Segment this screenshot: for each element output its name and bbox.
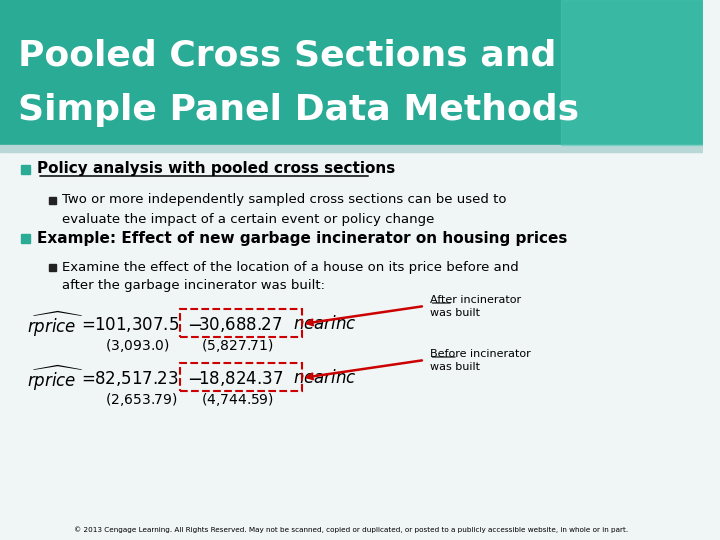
Text: $nearinc$: $nearinc$	[293, 369, 356, 387]
Text: $(3{,}093.0)$: $(3{,}093.0)$	[105, 338, 170, 354]
Text: © 2013 Cengage Learning. All Rights Reserved. May not be scanned, copied or dupl: © 2013 Cengage Learning. All Rights Rese…	[74, 526, 629, 533]
Text: $=$: $=$	[78, 369, 96, 387]
Text: $nearinc$: $nearinc$	[293, 315, 356, 333]
Text: $=$: $=$	[78, 315, 96, 333]
Bar	[49, 264, 55, 271]
Text: $-$: $-$	[187, 315, 202, 333]
Text: evaluate the impact of a certain event or policy change: evaluate the impact of a certain event o…	[63, 213, 435, 226]
Text: $(5{,}827.71)$: $(5{,}827.71)$	[201, 338, 274, 354]
Text: Example: Effect of new garbage incinerator on housing prices: Example: Effect of new garbage incinerat…	[37, 231, 567, 246]
Text: $18{,}824.37$: $18{,}824.37$	[198, 368, 284, 388]
Text: Simple Panel Data Methods: Simple Panel Data Methods	[17, 93, 579, 127]
Text: $(2{,}653.79)$: $(2{,}653.79)$	[105, 392, 178, 408]
Text: $\widehat{rprice}$: $\widehat{rprice}$	[27, 363, 84, 393]
Bar	[0, 145, 703, 152]
Bar	[22, 234, 30, 243]
Text: Examine the effect of the location of a house on its price before and: Examine the effect of the location of a …	[63, 260, 519, 273]
Text: Policy analysis with pooled cross sections: Policy analysis with pooled cross sectio…	[37, 161, 395, 177]
Text: After incinerator: After incinerator	[430, 295, 521, 305]
Bar	[179, 309, 302, 337]
Bar	[49, 197, 55, 204]
Text: $30{,}688.27$: $30{,}688.27$	[198, 314, 282, 334]
Bar	[562, 0, 703, 145]
Text: Two or more independently sampled cross sections can be used to: Two or more independently sampled cross …	[63, 193, 507, 206]
Bar	[22, 165, 30, 174]
Text: $\widehat{rprice}$: $\widehat{rprice}$	[27, 309, 84, 339]
Text: was built: was built	[430, 308, 480, 318]
Text: after the garbage incinerator was built:: after the garbage incinerator was built:	[63, 280, 325, 293]
Text: was built: was built	[430, 362, 480, 372]
Bar	[0, 0, 703, 145]
Bar	[179, 363, 302, 391]
Text: Before incinerator: Before incinerator	[430, 349, 531, 359]
Text: $101{,}307.5$: $101{,}307.5$	[94, 314, 179, 334]
Text: $-$: $-$	[187, 369, 202, 387]
Text: Pooled Cross Sections and: Pooled Cross Sections and	[17, 38, 556, 72]
Text: $82{,}517.23$: $82{,}517.23$	[94, 368, 178, 388]
Text: $(4{,}744.59)$: $(4{,}744.59)$	[201, 392, 274, 408]
